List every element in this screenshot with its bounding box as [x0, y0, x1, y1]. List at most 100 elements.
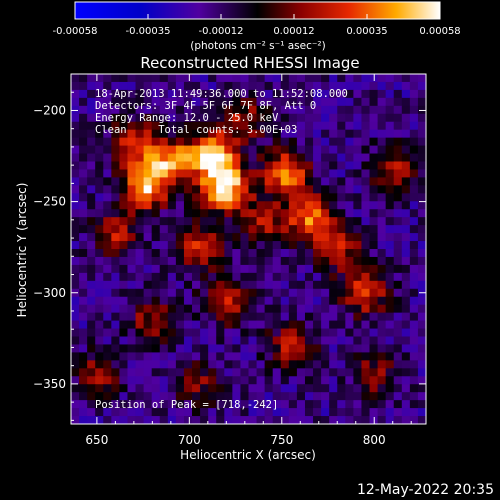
heatmap-cell — [71, 241, 80, 250]
heatmap-cell — [353, 153, 362, 162]
heatmap-cell — [393, 384, 403, 393]
heatmap-cell — [304, 336, 314, 345]
heatmap-cell — [369, 177, 378, 186]
heatmap-cell — [240, 288, 249, 298]
heatmap-cell — [208, 264, 217, 274]
heatmap-cell — [345, 392, 354, 401]
heatmap-cell — [377, 400, 387, 409]
heatmap-cell — [87, 416, 96, 425]
heatmap-cell — [232, 81, 241, 91]
heatmap-cell — [87, 89, 96, 99]
heatmap-cell — [119, 121, 128, 131]
heatmap-cell — [135, 217, 145, 226]
heatmap-cell — [337, 272, 346, 282]
heatmap-cell — [192, 280, 201, 290]
heatmap-cell — [79, 312, 88, 321]
heatmap-cell — [200, 225, 209, 234]
heatmap-cell — [288, 416, 298, 425]
heatmap-cell — [337, 352, 346, 361]
heatmap-cell — [409, 392, 419, 401]
heatmap-cell — [264, 256, 274, 266]
heatmap-cell — [224, 328, 233, 337]
heatmap-cell — [377, 153, 387, 162]
heatmap-cell — [87, 328, 96, 337]
heatmap-cell — [183, 97, 193, 107]
heatmap-cell — [417, 153, 427, 162]
heatmap-cell — [345, 74, 354, 83]
heatmap-cell — [175, 153, 185, 162]
heatmap-cell — [369, 272, 378, 282]
heatmap-cell — [280, 304, 290, 314]
heatmap-cell — [208, 169, 217, 178]
heatmap-cell — [200, 408, 209, 417]
heatmap-cell — [313, 81, 322, 91]
y-tick-label: −250 — [33, 195, 66, 209]
heatmap-cell — [119, 129, 128, 139]
heatmap-cell — [87, 376, 96, 385]
heatmap-cell — [79, 408, 88, 417]
heatmap-cell — [296, 288, 306, 298]
heatmap-cell — [192, 161, 201, 170]
heatmap-cell — [337, 89, 346, 99]
heatmap-cell — [288, 81, 298, 91]
heatmap-cell — [175, 304, 185, 314]
heatmap-cell — [151, 81, 161, 91]
heatmap-cell — [240, 408, 249, 417]
heatmap-cell — [264, 304, 274, 314]
heatmap-cell — [159, 209, 169, 218]
heatmap-cell — [192, 368, 201, 377]
heatmap-cell — [159, 129, 169, 139]
heatmap-cell — [393, 296, 403, 306]
heatmap-cell — [288, 241, 298, 250]
heatmap-cell — [329, 344, 338, 353]
colorbar-ticks: -0.00058 -0.00035 -0.00012 0.00012 0.00035 0.… — [53, 14, 461, 37]
heatmap-cell — [417, 241, 427, 250]
heatmap-cell — [135, 272, 145, 282]
heatmap-cell — [256, 145, 266, 154]
heatmap-cell — [71, 225, 80, 234]
heatmap-cell — [329, 256, 338, 266]
heatmap-cell — [393, 121, 403, 131]
heatmap-cell — [369, 328, 378, 337]
heatmap-cell — [151, 145, 161, 154]
heatmap-cell — [377, 169, 387, 178]
heatmap-cell — [361, 272, 370, 282]
heatmap-cell — [151, 416, 161, 425]
heatmap-cell — [216, 272, 225, 282]
heatmap-cell — [264, 81, 274, 91]
heatmap-cell — [208, 105, 217, 115]
heatmap-cell — [232, 137, 241, 146]
heatmap-cell — [224, 272, 233, 282]
heatmap-cell — [240, 304, 249, 314]
heatmap-cell — [87, 153, 96, 162]
heatmap-cell — [240, 336, 249, 345]
heatmap-cell — [321, 209, 330, 218]
heatmap-cell — [192, 177, 201, 186]
heatmap-cell — [377, 320, 387, 329]
heatmap-cell — [200, 217, 209, 226]
heatmap-cell — [159, 376, 169, 385]
heatmap-cell — [79, 121, 88, 131]
heatmap-cell — [264, 249, 274, 258]
heatmap-cell — [304, 392, 314, 401]
heatmap-cell — [304, 145, 314, 154]
heatmap-cell — [216, 264, 225, 274]
heatmap-cell — [143, 177, 153, 186]
heatmap-cell — [337, 161, 346, 170]
heatmap-cell — [119, 81, 128, 91]
colorbar-frame — [74, 1, 441, 20]
heatmap-cell — [111, 217, 120, 226]
heatmap-cell — [95, 177, 104, 186]
heatmap-cell — [264, 288, 274, 298]
heatmap-cell — [256, 81, 266, 91]
heatmap-cell — [151, 352, 161, 361]
heatmap-cell — [264, 328, 274, 337]
colorbar-units: (photons cm⁻² s⁻¹ asec⁻²) — [190, 40, 325, 52]
heatmap-cell — [288, 129, 298, 139]
heatmap-cell — [409, 81, 419, 91]
heatmap-cell — [393, 209, 403, 218]
heatmap-cell — [224, 304, 233, 314]
heatmap-cell — [401, 225, 411, 234]
heatmap-cell — [409, 336, 419, 345]
heatmap-cell — [280, 81, 290, 91]
